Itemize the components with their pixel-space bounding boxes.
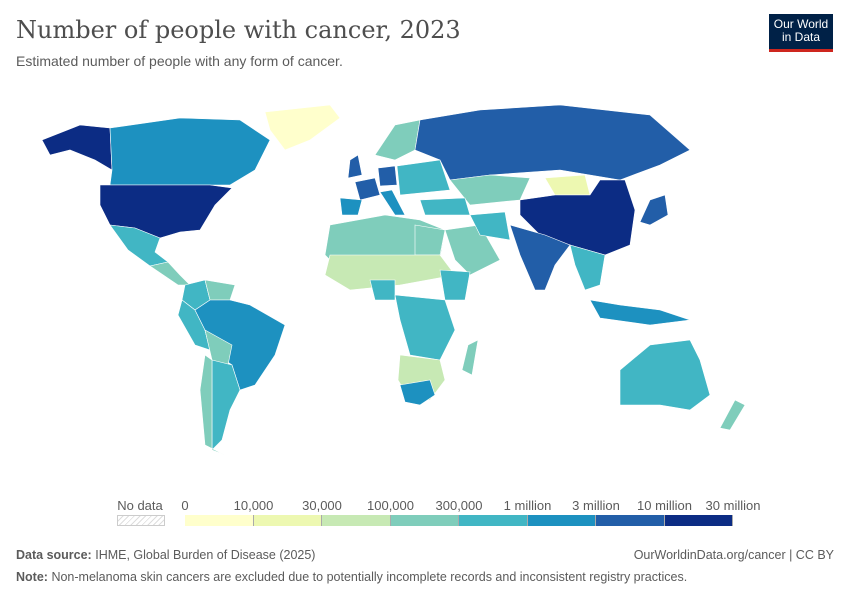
country-germany[interactable] [377,165,398,187]
legend-tick-label: 10,000 [233,498,274,513]
legend-tick-label: 100,000 [367,498,414,513]
legend-bin[interactable] [322,515,391,526]
country-sahel[interactable] [324,254,456,291]
country-new-zealand[interactable] [719,399,746,431]
legend-no-data-swatch[interactable] [117,515,165,526]
data-source-link[interactable]: IHME, Global Burden of Disease (2025) [95,548,316,562]
country-central-america[interactable] [149,261,191,286]
chart-note: Note: Non-melanoma skin cancers are excl… [16,570,688,584]
country-indonesia[interactable] [589,299,691,326]
country-madagascar[interactable] [461,339,479,376]
chart-title: Number of people with cancer, 2023 [16,16,461,44]
country-brazil[interactable] [194,299,286,391]
country-nigeria[interactable] [369,279,396,301]
country-spain[interactable] [339,197,363,216]
legend-tick-label: 30,000 [302,498,342,513]
country-ethiopia[interactable] [439,269,471,301]
country-iran[interactable] [469,211,511,241]
owid-logo[interactable]: Our World in Data [769,14,833,52]
country-japan[interactable] [639,194,669,226]
chart-subtitle: Estimated number of people with any form… [16,53,343,69]
country-kazakhstan[interactable] [449,174,531,206]
country-italy[interactable] [379,189,406,216]
country-turkey-middle-east[interactable] [419,197,471,216]
country-greenland[interactable] [264,104,341,151]
country-france[interactable] [354,177,381,201]
country-chile[interactable] [199,354,226,456]
country-venezuela[interactable] [204,279,236,301]
legend-bin[interactable] [527,515,596,526]
legend-bin[interactable] [185,515,254,526]
country-scandinavia[interactable] [374,119,421,161]
country-india[interactable] [509,224,571,291]
country-south-africa[interactable] [399,379,436,406]
legend-no-data-label: No data [117,498,163,513]
owid-url-link[interactable]: OurWorldinData.org/cancer | CC BY [633,548,834,562]
map-legend: No data 0 10,000 30,000 100,000 300,000 1 mil… [0,495,850,535]
legend-bin[interactable] [390,515,459,526]
legend-tick-label: 0 [181,498,189,513]
legend-tick-label: 30 million [705,498,761,513]
legend-tick-label: 300,000 [435,498,483,513]
legend-bin[interactable] [459,515,528,526]
country-uk[interactable] [347,154,363,179]
country-alaska[interactable] [41,124,113,171]
country-mongolia[interactable] [544,174,591,196]
legend-bin[interactable] [253,515,322,526]
country-russia[interactable] [414,104,691,181]
country-canada[interactable] [109,117,271,186]
country-southeast-asia[interactable] [569,244,606,291]
legend-tick-label: 10 million [637,498,692,513]
legend-tick-label: 1 million [503,498,552,513]
country-usa[interactable] [99,184,233,239]
country-egypt[interactable] [414,224,446,256]
data-source: Data source: IHME, Global Burden of Dise… [16,548,316,562]
country-mexico[interactable] [109,224,169,267]
country-central-africa[interactable] [394,294,456,361]
legend-tick-label: 3 million [572,498,620,513]
country-arabia[interactable] [444,224,501,276]
world-map[interactable] [0,90,850,490]
country-east-europe[interactable] [396,159,451,196]
legend-bin[interactable] [664,515,733,526]
country-australia[interactable] [619,339,711,411]
legend-bin[interactable] [596,515,665,526]
